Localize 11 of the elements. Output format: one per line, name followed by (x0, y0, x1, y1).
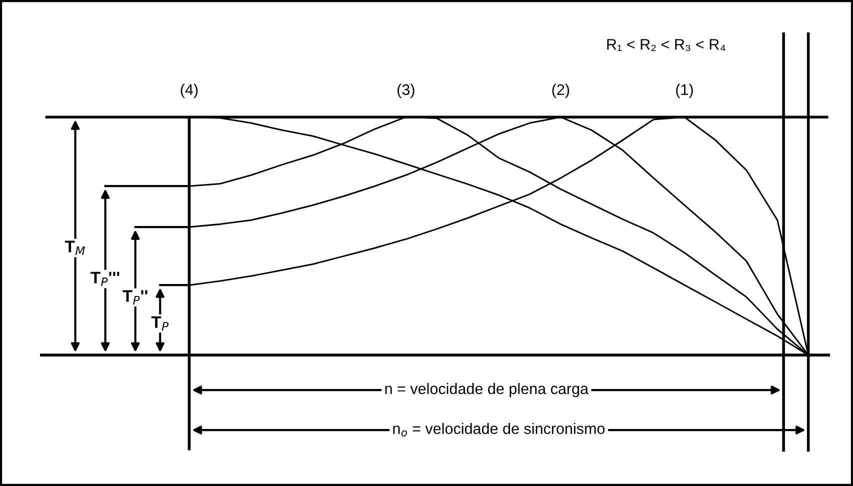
text: T$_{P}$ (151, 316, 169, 331)
text: n = velocidade de plena carga (385, 382, 589, 398)
text: n$_{o}$ = velocidade de sincronismo (393, 422, 605, 437)
text: T$_{P}$''' (90, 272, 120, 286)
text: T$_{P}$'' (122, 290, 148, 304)
series-label: (3) (398, 84, 414, 98)
series-label: (1) (676, 84, 693, 98)
text: R₁ < R₂ < R₃ < R₄ (607, 39, 726, 52)
text: T$_{M}$ (64, 240, 85, 255)
series-label: (4) (180, 84, 198, 98)
series-label: (2) (552, 84, 570, 98)
